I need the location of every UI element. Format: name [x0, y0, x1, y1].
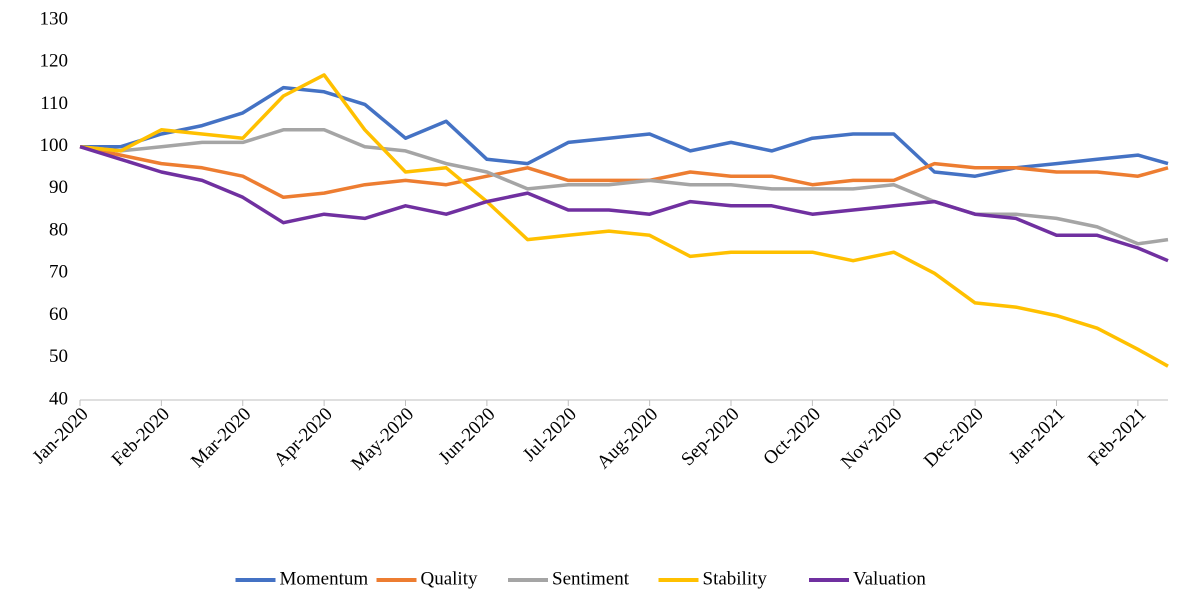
x-tick-label: Jun-2020: [435, 404, 500, 469]
x-tick-label: Sep-2020: [677, 404, 743, 470]
series-line: [79, 144, 1169, 200]
x-tick-label: Jan-2020: [29, 404, 93, 468]
y-tick-label: 50: [49, 346, 68, 367]
y-tick-label: 90: [49, 177, 68, 198]
series-line: [80, 85, 1169, 178]
y-tick-label: 130: [40, 8, 69, 29]
y-tick-label: 60: [49, 304, 68, 325]
y-tick-label: 40: [49, 388, 68, 409]
legend-label: Quality: [421, 568, 478, 589]
y-tick-label: 120: [40, 51, 69, 72]
x-tick-label: Dec-2020: [920, 404, 988, 472]
x-tick-label: May-2020: [347, 404, 418, 475]
y-tick-label: 70: [49, 262, 68, 283]
legend-label: Valuation: [853, 568, 926, 589]
series-line: [79, 73, 1169, 368]
x-tick-label: Aug-2020: [593, 404, 662, 473]
x-tick-label: Apr-2020: [270, 404, 337, 471]
x-tick-label: Feb-2021: [1084, 404, 1150, 470]
y-tick-label: 110: [40, 93, 68, 114]
x-tick-label: Feb-2020: [108, 404, 174, 470]
x-tick-label: Nov-2020: [837, 404, 906, 473]
series-line: [79, 145, 1169, 263]
x-tick-label: Jul-2020: [519, 404, 581, 466]
legend-label: Stability: [703, 568, 768, 589]
legend-label: Momentum: [280, 568, 369, 589]
y-tick-label: 80: [49, 219, 68, 240]
series-line: [79, 128, 1169, 246]
x-tick-label: Oct-2020: [759, 404, 825, 470]
y-tick-label: 100: [40, 135, 69, 156]
x-tick-label: Jan-2021: [1005, 404, 1069, 468]
legend-label: Sentiment: [552, 568, 630, 589]
x-tick-label: Mar-2020: [187, 404, 255, 472]
